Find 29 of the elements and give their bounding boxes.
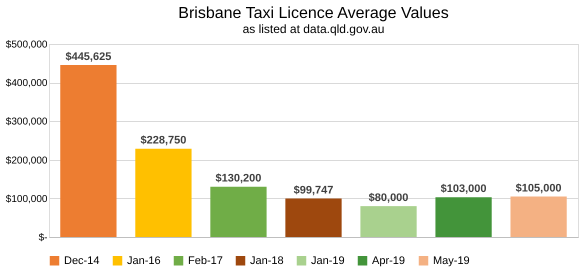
bar — [60, 64, 117, 237]
y-tick-label: $400,000 — [6, 78, 48, 90]
bar — [510, 196, 567, 237]
chart-subtitle: as listed at data.qld.gov.au — [242, 22, 384, 36]
legend-label: Jan-19 — [311, 254, 345, 267]
bar — [210, 186, 267, 237]
y-tick-label: $- — [38, 232, 48, 244]
data-label: $445,625 — [65, 50, 112, 63]
legend-label: May-19 — [433, 254, 470, 267]
data-label: $228,750 — [140, 134, 186, 147]
bar — [285, 198, 342, 237]
bar — [135, 148, 192, 237]
y-tick-label: $500,000 — [6, 40, 48, 50]
bar — [435, 197, 492, 237]
y-tick-label: $300,000 — [6, 116, 48, 128]
data-label: $80,000 — [368, 192, 408, 204]
data-label: $103,000 — [440, 183, 487, 196]
data-label: $105,000 — [516, 182, 562, 194]
chart-title: Brisbane Taxi Licence Average Values — [178, 5, 449, 22]
y-tick-label: $100,000 — [6, 194, 48, 205]
legend-label: Jan-16 — [127, 254, 161, 267]
legend-label: Dec-14 — [64, 254, 100, 267]
legend-label: Jan-18 — [250, 254, 284, 267]
bar — [360, 206, 417, 237]
data-label: $130,200 — [216, 172, 262, 185]
legend-label: Feb-17 — [188, 254, 223, 267]
legend-label: Apr-19 — [372, 254, 406, 267]
data-label: $99,747 — [294, 184, 334, 196]
y-tick-label: $200,000 — [6, 155, 48, 166]
